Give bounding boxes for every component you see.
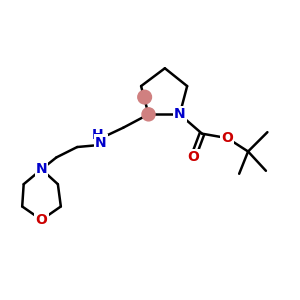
Text: N: N xyxy=(95,136,107,150)
Text: O: O xyxy=(36,213,47,227)
Text: N: N xyxy=(36,162,47,176)
Text: O: O xyxy=(221,131,233,145)
Circle shape xyxy=(142,108,155,121)
Text: O: O xyxy=(187,150,199,164)
Circle shape xyxy=(138,90,152,104)
Text: N: N xyxy=(174,107,185,121)
Text: H: H xyxy=(92,128,104,142)
